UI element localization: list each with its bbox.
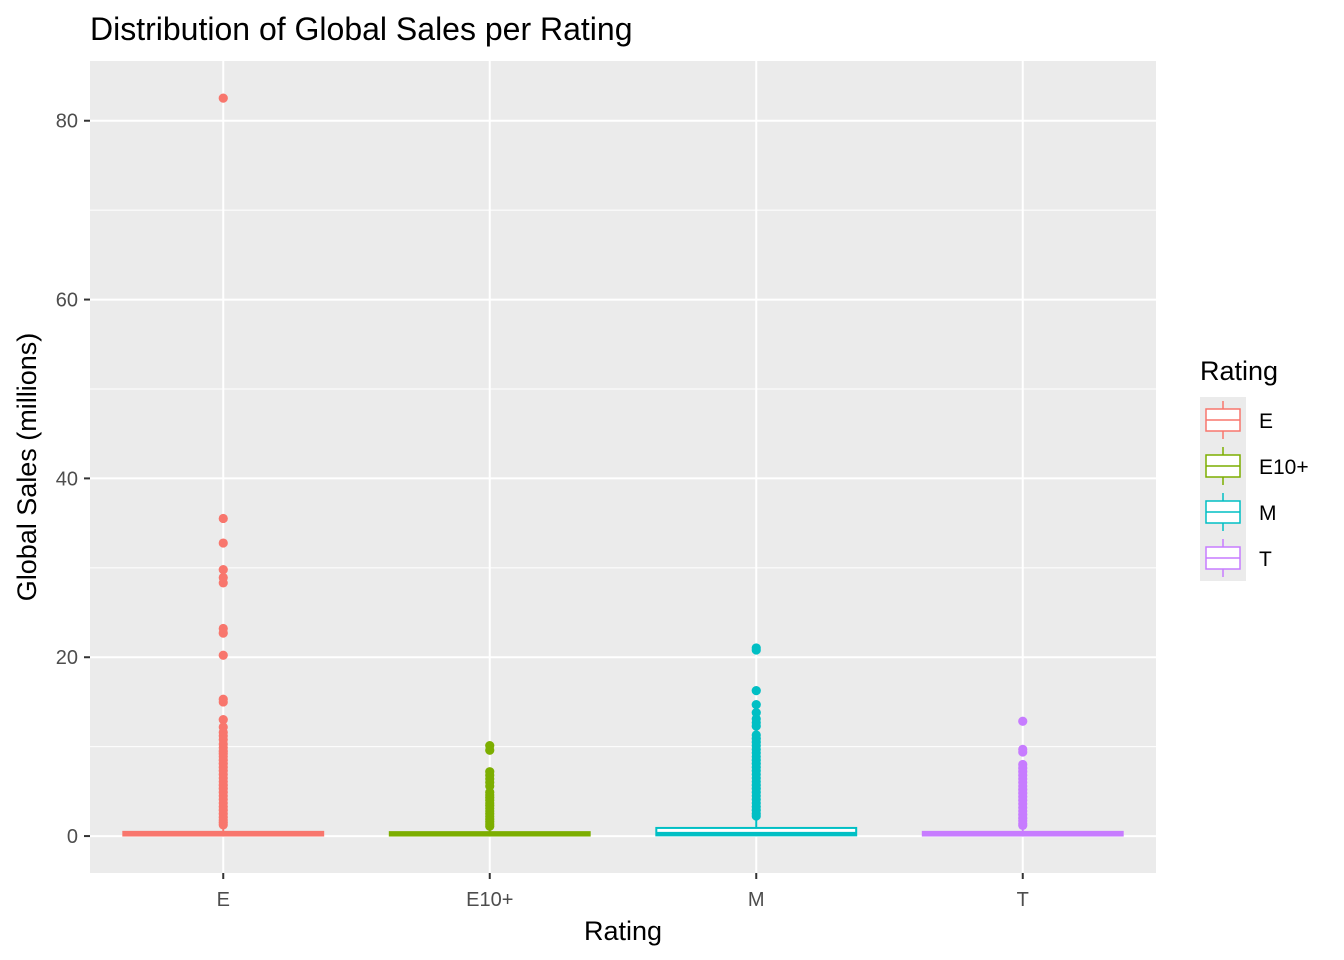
legend: E E10+ MT bbox=[1200, 397, 1309, 581]
legend-title: Rating bbox=[1200, 356, 1278, 386]
outlier-point bbox=[218, 565, 228, 575]
legend-item-T: T bbox=[1200, 535, 1272, 581]
outlier-point bbox=[218, 650, 228, 660]
outlier-point bbox=[751, 721, 761, 731]
x-tick-label: E10+ bbox=[466, 889, 513, 911]
legend-item-E10+: E10+ bbox=[1200, 443, 1309, 489]
outlier-point bbox=[751, 700, 761, 710]
outlier-point bbox=[218, 578, 228, 588]
x-tick-label: E bbox=[217, 889, 230, 911]
y-tick-label: 60 bbox=[56, 290, 78, 312]
boxplot-E10+ bbox=[388, 740, 591, 837]
legend-label: M bbox=[1259, 502, 1277, 525]
outlier-point bbox=[218, 513, 228, 524]
y-axis-title: Global Sales (millions) bbox=[12, 333, 42, 602]
legend-label: E bbox=[1259, 410, 1273, 433]
outlier-point bbox=[1018, 747, 1028, 757]
outlier-point bbox=[218, 715, 228, 725]
x-axis-title: Rating bbox=[584, 916, 662, 946]
legend-item-E: E bbox=[1200, 397, 1273, 443]
x-tick-label: T bbox=[1017, 889, 1029, 911]
boxplot-T bbox=[921, 716, 1124, 837]
outlier-point bbox=[751, 685, 761, 696]
outlier-point bbox=[218, 697, 228, 707]
outlier-point bbox=[1018, 716, 1028, 726]
box-layer bbox=[122, 93, 1124, 837]
outlier-point bbox=[1018, 820, 1028, 830]
y-tick-label: 40 bbox=[56, 468, 78, 490]
y-tick-label: 20 bbox=[56, 647, 78, 669]
plot-panel bbox=[90, 61, 1156, 873]
boxplot-E bbox=[122, 93, 325, 837]
legend-item-M: M bbox=[1200, 489, 1277, 535]
x-tick-label: M bbox=[748, 889, 765, 911]
legend-label: E10+ bbox=[1259, 456, 1309, 479]
y-tick-label: 0 bbox=[67, 826, 78, 848]
outlier-point bbox=[218, 820, 228, 830]
outlier-point bbox=[751, 645, 761, 655]
outlier-point bbox=[485, 821, 495, 831]
outlier-point bbox=[218, 538, 228, 548]
axes: 0 20 40 60 80 E E10+ M T bbox=[56, 111, 1029, 911]
legend-label: T bbox=[1259, 548, 1272, 571]
outlier-point bbox=[218, 628, 228, 638]
y-tick-label: 80 bbox=[56, 111, 78, 133]
outlier-point bbox=[485, 745, 495, 755]
chart-title: Distribution of Global Sales per Rating bbox=[90, 11, 633, 47]
outlier-point bbox=[751, 811, 761, 821]
outlier-point bbox=[218, 93, 228, 103]
boxplot-M bbox=[655, 643, 858, 837]
